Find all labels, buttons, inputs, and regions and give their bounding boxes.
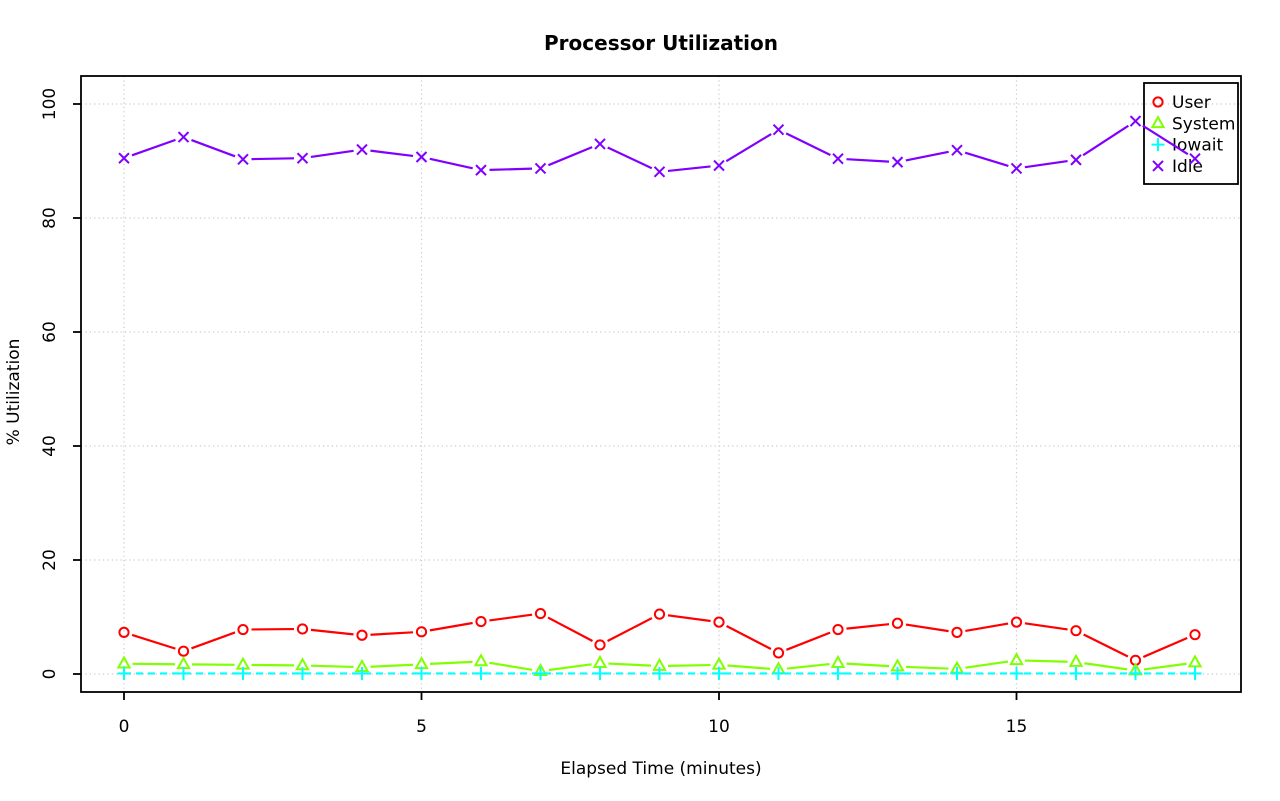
series-iowait-markers — [117, 666, 1202, 680]
legend-label: System — [1172, 114, 1235, 134]
gridlines — [81, 76, 1241, 692]
y-tick-label: 40 — [40, 435, 60, 457]
x-axis-ticks: 0 5 10 15 — [119, 692, 1028, 737]
chart-title: Processor Utilization — [544, 31, 778, 55]
legend-label: User — [1172, 93, 1211, 113]
y-tick-label: 20 — [40, 549, 60, 571]
legend-item-iowait: Iowait — [1151, 136, 1223, 156]
series-idle — [118, 115, 1201, 178]
x-axis-label: Elapsed Time (minutes) — [560, 759, 762, 779]
x-tick-label: 15 — [1006, 717, 1028, 737]
series-iowait — [117, 666, 1202, 680]
series-user — [118, 607, 1201, 666]
series-idle-markers — [118, 115, 1201, 178]
y-tick-label: 0 — [40, 669, 60, 680]
legend-label: Iowait — [1172, 136, 1223, 156]
x-marker-icon — [1152, 160, 1164, 172]
plus-marker-icon — [1151, 138, 1165, 152]
y-tick-label: 60 — [40, 321, 60, 343]
y-axis-ticks: 0 20 40 60 80 100 — [40, 88, 81, 680]
legend-label: Idle — [1172, 157, 1203, 177]
legend-item-system: System — [1150, 114, 1235, 134]
x-tick-label: 0 — [119, 717, 130, 737]
series-user-markers — [118, 607, 1201, 666]
y-tick-label: 80 — [40, 207, 60, 229]
triangle-marker-icon — [1150, 115, 1166, 129]
x-tick-label: 10 — [708, 717, 730, 737]
legend-item-user: User — [1152, 93, 1211, 113]
circle-marker-icon — [1152, 96, 1164, 108]
y-tick-label: 100 — [40, 88, 60, 120]
legend-item-idle: Idle — [1152, 157, 1203, 177]
plot-border — [80, 75, 1242, 693]
legend-box — [1143, 82, 1239, 185]
x-tick-label: 5 — [416, 717, 427, 737]
